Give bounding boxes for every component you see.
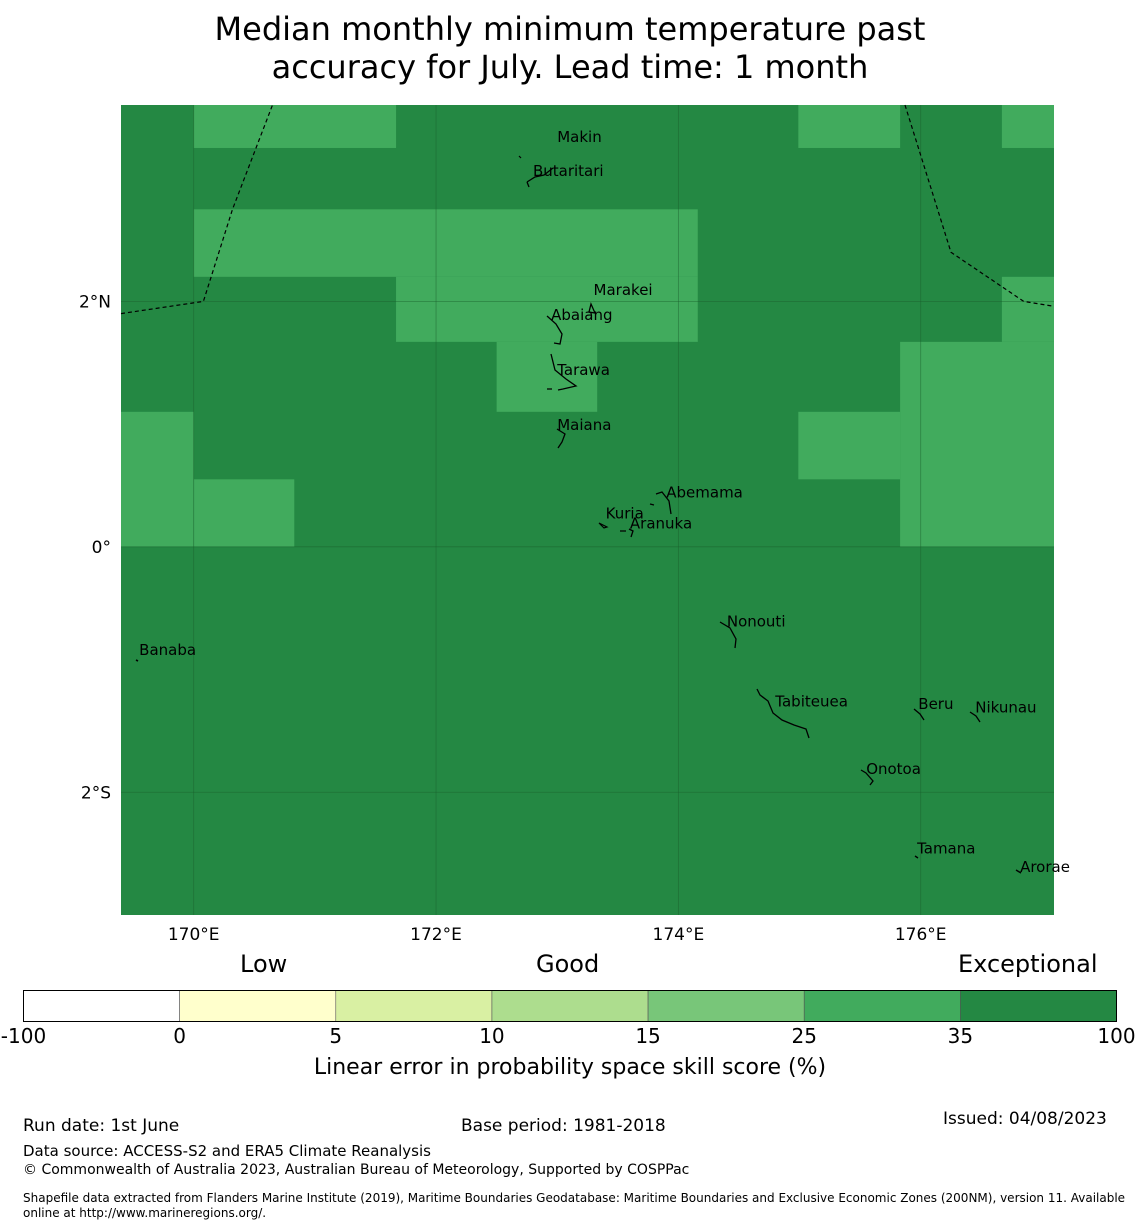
skill-cell-25-35 <box>396 276 698 342</box>
island-onotoa-outline <box>860 769 874 786</box>
run-date: Run date: 1st June <box>23 1116 180 1136</box>
lon-tick-label: 170°E <box>168 925 220 945</box>
island-marakei-outline <box>588 302 597 314</box>
skill-map: Makin Butaritari Marakei Abaiang Tarawa Maian… <box>79 104 1070 945</box>
lon-tick-label: 174°E <box>653 925 705 945</box>
island-abemama-outline <box>649 491 672 515</box>
skill-cell-25-35 <box>193 209 698 277</box>
colorbar-tick-label: 5 <box>329 1024 343 1048</box>
island-arorae-outline <box>1015 869 1022 874</box>
colorbar-outline <box>23 990 1117 1022</box>
island-tabiteuea-outline <box>756 688 810 739</box>
colorbar-segment <box>335 990 493 1022</box>
colorbar-segments <box>23 990 1117 1022</box>
island-label-maiana: Maiana <box>557 416 611 434</box>
map-title-line-2: accuracy for July. Lead time: 1 month <box>271 48 869 86</box>
island-label-aranuka: Aranuka <box>630 514 692 532</box>
island-maiana-outline <box>556 428 566 449</box>
map-title-line-1: Median monthly minimum temperature past <box>214 10 926 48</box>
island-label-nikunau: Nikunau <box>975 699 1036 717</box>
island-label-kuria: Kuria <box>606 505 644 523</box>
island-label-beru: Beru <box>918 695 953 713</box>
island-outlines <box>135 155 1022 874</box>
skill-cell-25-35 <box>1001 276 1054 342</box>
colorbar-segment <box>23 990 180 1022</box>
island-label-onotoa: Onotoa <box>866 760 921 778</box>
colorbar-tick-label: 10 <box>479 1024 505 1048</box>
island-nikunau-outline <box>969 711 981 723</box>
colorbar-tick-label: 15 <box>635 1024 661 1048</box>
island-banaba-outline <box>135 659 139 662</box>
colorbar-axis-label: Linear error in probability space skill … <box>313 1055 827 1080</box>
island-tamana-outline <box>914 855 919 859</box>
lon-tick-label: 176°E <box>895 925 947 945</box>
copyright: © Commonwealth of Australia 2023, Austra… <box>23 1162 690 1178</box>
island-makin-outline <box>518 155 522 159</box>
lat-tick-label: 0° <box>92 538 111 558</box>
colorbar-tick-label: 35 <box>947 1024 974 1048</box>
island-label-banaba: Banaba <box>139 641 196 659</box>
colorbar-tick-label: 100 <box>1097 1024 1136 1048</box>
island-tarawa-outline <box>547 353 578 391</box>
island-label-marakei: Marakei <box>594 281 653 299</box>
data-source: Data source: ACCESS-S2 and ERA5 Climate … <box>23 1142 431 1160</box>
skill-cell-25-35 <box>1001 105 1054 148</box>
lat-tick-label: 2°N <box>79 292 111 312</box>
skill-cell-25-35 <box>496 341 598 412</box>
eez-boundaries <box>120 104 1055 315</box>
island-label-arorae: Arorae <box>1020 858 1070 876</box>
lon-tick-label: 172°E <box>410 925 462 945</box>
eez-boundary-line <box>904 104 1055 307</box>
map-title: Median monthly minimum temperature past … <box>0 10 1140 86</box>
colorbar-category-low: Low <box>240 950 288 978</box>
island-label-nonouti: Nonouti <box>727 613 786 631</box>
skill-cell-25-35 <box>900 341 1054 547</box>
island-label-tarawa: Tarawa <box>556 361 610 379</box>
colorbar-tick-label: -100 <box>0 1024 47 1048</box>
island-nonouti-outline <box>719 621 737 649</box>
island-label-abaiang: Abaiang <box>551 306 612 324</box>
skill-cell-25-35 <box>193 105 397 148</box>
island-butaritari-outline <box>526 167 554 188</box>
island-beru-outline <box>913 708 925 721</box>
colorbar-segment <box>960 990 1117 1022</box>
skill-cell-25-35 <box>798 411 901 480</box>
colorbar-category-exceptional: Exceptional <box>958 950 1098 978</box>
island-label-makin: Makin <box>557 128 602 146</box>
lat-tick-label: 2°S <box>81 783 111 803</box>
island-labels: Makin Butaritari Marakei Abaiang Tarawa Maian… <box>139 128 1070 876</box>
skill-cell-25-35 <box>798 105 901 148</box>
skill-cell-25-35 <box>121 411 194 547</box>
island-abaiang-outline <box>546 315 563 345</box>
island-label-tabiteuea: Tabiteuea <box>774 692 848 710</box>
colorbar-segment <box>803 990 961 1022</box>
colorbar <box>23 990 1117 1022</box>
base-period: Base period: 1981-2018 <box>461 1116 666 1136</box>
island-kuria-outline <box>598 522 609 529</box>
colorbar-tick-label: 25 <box>791 1024 817 1048</box>
colorbar-segment <box>647 990 805 1022</box>
skill-cell-25-35 <box>193 479 295 547</box>
colorbar-category-good: Good <box>536 950 600 978</box>
island-label-tamana: Tamana <box>916 840 975 858</box>
skill-cells <box>121 105 1054 915</box>
shapefile-credit: Shapefile data extracted from Flanders M… <box>23 1191 1126 1220</box>
island-label-abemama: Abemama <box>666 484 743 502</box>
colorbar-segment <box>179 990 337 1022</box>
colorbar-segment <box>491 990 649 1022</box>
graticule <box>121 105 1054 915</box>
colorbar-tick-label: 0 <box>173 1024 187 1048</box>
island-aranuka-outline <box>620 528 634 538</box>
issued-date: Issued: 04/08/2023 <box>943 1109 1107 1129</box>
axis-tick-labels: 170°E 172°E 174°E 176°E 2°N 0° 2°S <box>79 292 947 945</box>
island-label-butaritari: Butaritari <box>533 162 604 180</box>
